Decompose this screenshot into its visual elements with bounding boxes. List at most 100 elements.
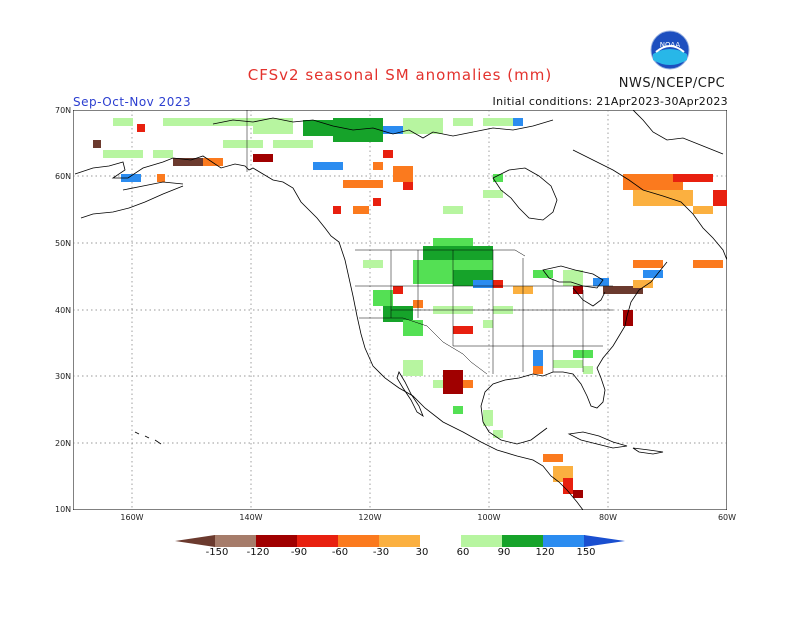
lon-label: 140W xyxy=(239,513,263,522)
anomaly-cell xyxy=(353,206,369,214)
colorbar-arrow-high xyxy=(584,535,625,547)
anomaly-cell xyxy=(253,154,273,162)
colorbar-arrow-low xyxy=(175,535,215,547)
anomaly-cell xyxy=(483,410,493,426)
anomaly-cell xyxy=(137,124,145,132)
anomaly-cell xyxy=(157,174,165,182)
lon-label: 80W xyxy=(598,513,618,522)
colorbar-label: -30 xyxy=(372,547,390,558)
anomaly-cell xyxy=(713,190,727,206)
anomaly-cell xyxy=(433,380,443,388)
anomaly-cell xyxy=(533,350,543,366)
anomaly-cell xyxy=(493,280,503,288)
lon-label: 60W xyxy=(717,513,737,522)
noaa-logo-icon: NOAA xyxy=(650,30,690,70)
anomaly-cells xyxy=(93,118,727,498)
colorbar-bin xyxy=(420,535,461,547)
lat-label: 30N xyxy=(55,372,72,381)
colorbar-bin xyxy=(543,535,584,547)
anomaly-cell xyxy=(433,238,473,246)
anomaly-cell xyxy=(403,182,413,190)
anomaly-cell xyxy=(693,206,713,214)
coastlines xyxy=(74,110,727,510)
colorbar-bin xyxy=(461,535,502,547)
anomaly-cell xyxy=(121,174,141,182)
anomaly-cell xyxy=(643,270,663,278)
anomaly-cell xyxy=(223,118,253,126)
anomaly-cell xyxy=(443,206,463,214)
anomaly-cell xyxy=(533,270,553,278)
anomaly-cell xyxy=(113,118,133,126)
anomaly-cell xyxy=(633,190,693,206)
anomaly-cell xyxy=(453,406,463,414)
anomaly-cell xyxy=(163,118,223,126)
initial-conditions-label: Initial conditions: 21Apr2023-30Apr2023 xyxy=(492,95,728,108)
anomaly-cell xyxy=(633,280,653,288)
anomaly-cell xyxy=(93,140,101,148)
anomaly-cell xyxy=(543,454,563,462)
lon-label: 160W xyxy=(120,513,144,522)
boundaries xyxy=(246,110,613,375)
lat-label: 10N xyxy=(55,505,72,514)
colorbar-label: -90 xyxy=(290,547,308,558)
anomaly-cell xyxy=(573,286,583,294)
page-title: CFSv2 seasonal SM anomalies (mm) xyxy=(247,66,553,84)
colorbar-bin xyxy=(297,535,338,547)
anomaly-cell xyxy=(363,260,383,268)
colorbar-label: 150 xyxy=(576,547,596,558)
colorbar-label: -60 xyxy=(331,547,349,558)
colorbar-label: 60 xyxy=(456,547,470,558)
anomaly-cell xyxy=(343,180,383,188)
lat-label: 40N xyxy=(55,306,72,315)
anomaly-cell xyxy=(563,270,583,286)
anomaly-cell xyxy=(633,260,663,268)
anomaly-map xyxy=(73,110,727,510)
anomaly-cell xyxy=(153,150,173,158)
anomaly-cell xyxy=(383,150,393,158)
lat-label: 70N xyxy=(55,106,72,115)
anomaly-cell xyxy=(473,280,503,288)
lat-label: 20N xyxy=(55,439,72,448)
anomaly-cell xyxy=(403,118,443,134)
season-label: Sep-Oct-Nov 2023 xyxy=(73,95,192,109)
anomaly-cell xyxy=(493,430,503,438)
anomaly-cell xyxy=(403,360,423,376)
anomaly-cell xyxy=(623,310,633,326)
anomaly-cell xyxy=(453,326,473,334)
lon-label: 100W xyxy=(477,513,501,522)
colorbar-label: -150 xyxy=(205,547,229,558)
colorbar-label: 30 xyxy=(415,547,429,558)
anomaly-cell xyxy=(513,118,523,126)
anomaly-cell xyxy=(383,126,403,134)
agency-label: NWS/NCEP/CPC xyxy=(618,76,726,91)
colorbar-bin xyxy=(338,535,379,547)
colorbar-label: 120 xyxy=(535,547,555,558)
colorbar-bin xyxy=(215,535,256,547)
anomaly-cell xyxy=(253,118,293,134)
anomaly-cell xyxy=(333,206,341,214)
anomaly-cell xyxy=(453,118,473,126)
anomaly-cell xyxy=(483,320,493,328)
anomaly-cell xyxy=(563,478,573,494)
anomaly-cell xyxy=(403,320,423,336)
map-gridlines xyxy=(73,110,727,510)
anomaly-cell xyxy=(273,140,313,148)
anomaly-cell xyxy=(483,118,513,126)
lat-label: 50N xyxy=(55,239,72,248)
anomaly-cell xyxy=(483,190,503,198)
svg-text:NOAA: NOAA xyxy=(660,41,681,49)
anomaly-cell xyxy=(373,290,393,306)
colorbar-bin xyxy=(379,535,420,547)
anomaly-cell xyxy=(173,158,203,166)
anomaly-cell xyxy=(553,360,583,368)
anomaly-cell xyxy=(443,370,463,394)
colorbar-label: 90 xyxy=(497,547,511,558)
anomaly-cell xyxy=(333,118,383,142)
anomaly-cell xyxy=(603,286,643,294)
anomaly-cell xyxy=(673,174,713,182)
anomaly-cell xyxy=(313,162,343,170)
anomaly-cell xyxy=(223,140,263,148)
anomaly-cell xyxy=(203,158,223,166)
anomaly-cell xyxy=(393,286,403,294)
anomaly-cell xyxy=(693,260,723,268)
